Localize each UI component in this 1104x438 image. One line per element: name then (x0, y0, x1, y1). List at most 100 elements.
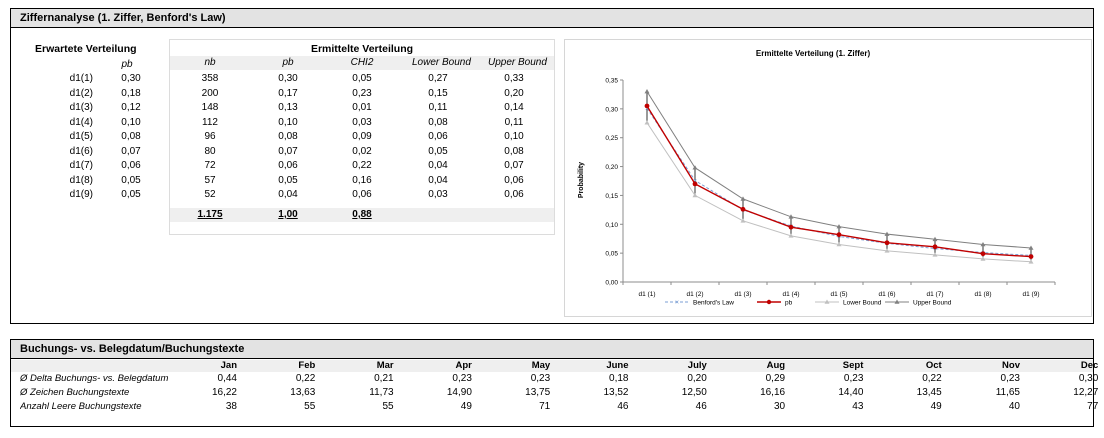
pb-point (692, 181, 698, 187)
booking-cell: 49 (930, 401, 942, 412)
expected-pb-value: 0,18 (121, 87, 141, 99)
observed-cell: 0,22 (352, 160, 372, 171)
lower-bound-point (980, 256, 986, 261)
month-header: Jan (220, 360, 237, 371)
observed-cell: 0,07 (278, 145, 298, 157)
pb-point (836, 232, 842, 238)
observed-cell: 0,05 (352, 73, 372, 84)
booking-cell: 0,23 (1000, 373, 1020, 384)
expected-title: Erwartete Verteilung (35, 43, 137, 55)
observed-col-header: Upper Bound (488, 57, 547, 68)
lower-bound-point (884, 248, 890, 253)
observed-cell: 0,08 (278, 131, 298, 142)
observed-cell: 0,10 (504, 131, 524, 142)
observed-cell: 0,16 (352, 174, 372, 186)
y-tick-label: 0,30 (605, 106, 618, 113)
legend-label: Lower Bound (843, 300, 882, 307)
digit-label: d1(3) (69, 102, 93, 113)
pb-point (740, 206, 746, 212)
expected-pb-value: 0,10 (121, 116, 141, 128)
digit-label: d1(8) (69, 174, 93, 186)
booking-cell: 55 (304, 401, 316, 412)
digit-label: d1(5) (69, 131, 93, 142)
observed-cell: 0,09 (352, 131, 372, 142)
benford-point: × (837, 234, 841, 241)
legend-marker (824, 299, 830, 304)
observed-cell: 80 (204, 145, 216, 157)
booking-cell: 0,18 (609, 373, 629, 384)
y-tick-label: 0,20 (605, 164, 618, 171)
observed-cell: 0,17 (278, 87, 298, 99)
x-tick-label: d1 (4) (783, 291, 800, 298)
chart-axes: 0,00 0,05 0,10 0,15 0,20 0,25 0,30 0,35 d1 (1) d1… (605, 78, 1056, 298)
digit-label: d1(2) (69, 87, 93, 99)
observed-cell: 0,08 (504, 145, 524, 157)
observed-cell: 0,11 (504, 116, 524, 128)
booking-cell: 11,65 (995, 387, 1020, 398)
upper-bound-point (1028, 245, 1034, 250)
chart-legend: × Benford's Law pb Lower Bound Upper Bound (665, 299, 952, 307)
y-tick-label: 0,05 (605, 251, 618, 258)
booking-cell: 0,23 (530, 373, 551, 384)
upper-bound-point (932, 236, 938, 242)
legend-marker: × (675, 300, 679, 307)
booking-cell: 55 (382, 401, 394, 412)
observed-header-band (170, 56, 554, 70)
observed-cell: 0,04 (428, 174, 448, 186)
booking-cell: 40 (1008, 401, 1020, 412)
legend-label: Upper Bound (913, 300, 952, 307)
observed-cell: 0,20 (504, 87, 524, 99)
observed-col-header: nb (204, 57, 216, 68)
booking-cell: 49 (460, 401, 472, 412)
observed-total: 0,88 (352, 209, 372, 220)
pb-point (884, 240, 890, 246)
observed-cell: 0,06 (428, 131, 448, 142)
observed-cell: 96 (204, 131, 216, 142)
y-axis-label: Probability (578, 162, 585, 198)
expected-pb-value: 0,06 (121, 160, 141, 171)
month-header: Sept (842, 360, 864, 371)
benford-point: × (645, 106, 649, 113)
legend-marker (766, 299, 772, 305)
observed-cell: 0,05 (278, 174, 298, 186)
chart-series: ××××××××× (644, 89, 1034, 264)
month-header: Aug (766, 360, 786, 371)
observed-cell: 200 (201, 87, 219, 99)
observed-cell: 0,05 (428, 145, 448, 157)
legend-marker (894, 299, 900, 304)
y-tick-label: 0,15 (605, 193, 618, 200)
month-header: Dec (1080, 360, 1099, 371)
y-tick-label: 0,10 (605, 222, 618, 229)
booking-cell: 16,16 (760, 387, 786, 398)
observed-col-header: CHI2 (350, 57, 374, 68)
x-tick-label: d1 (9) (1023, 291, 1040, 298)
booking-cell: 13,63 (290, 387, 316, 398)
observed-cell: 358 (201, 73, 219, 84)
legend-label: pb (785, 300, 793, 307)
booking-cell: 12,27 (1073, 387, 1099, 398)
booking-panel-title: Buchungs- vs. Belegdatum/Buchungstexte (11, 340, 1093, 359)
observed-cell: 0,14 (504, 102, 524, 113)
booking-row-label: Ø Zeichen Buchungstexte (20, 387, 130, 398)
expected-pb-value: 0,08 (121, 131, 141, 142)
expected-pb-value: 0,05 (121, 174, 141, 186)
observed-cell: 0,01 (352, 102, 372, 113)
observed-cell: 0,06 (352, 189, 372, 200)
observed-table-box: Ermittelte Verteilung nb pb CHI2 Lower Boun… (169, 39, 555, 235)
upper-bound-point (788, 214, 794, 219)
pb-point (788, 224, 794, 230)
booking-row-label: Anzahl Leere Buchungstexte (20, 401, 142, 412)
expected-pb-value: 0,07 (121, 145, 141, 157)
booking-cell: 0,30 (1078, 373, 1099, 384)
observed-cell: 0,06 (278, 160, 298, 171)
month-header: May (531, 360, 551, 371)
lower-bound-point (836, 241, 842, 247)
month-header: June (606, 360, 629, 371)
digit-label: d1(6) (69, 145, 93, 157)
chart-area: Ermittelte Verteilung (1. Ziffer) Probab… (564, 39, 1092, 317)
booking-row-label: Ø Delta Buchungs- vs. Belegdatum (20, 373, 168, 384)
month-header: Nov (1002, 360, 1020, 371)
x-tick-label: d1 (7) (927, 291, 944, 298)
observed-cell: 0,13 (278, 102, 298, 113)
booking-cell: 11,73 (369, 387, 394, 398)
